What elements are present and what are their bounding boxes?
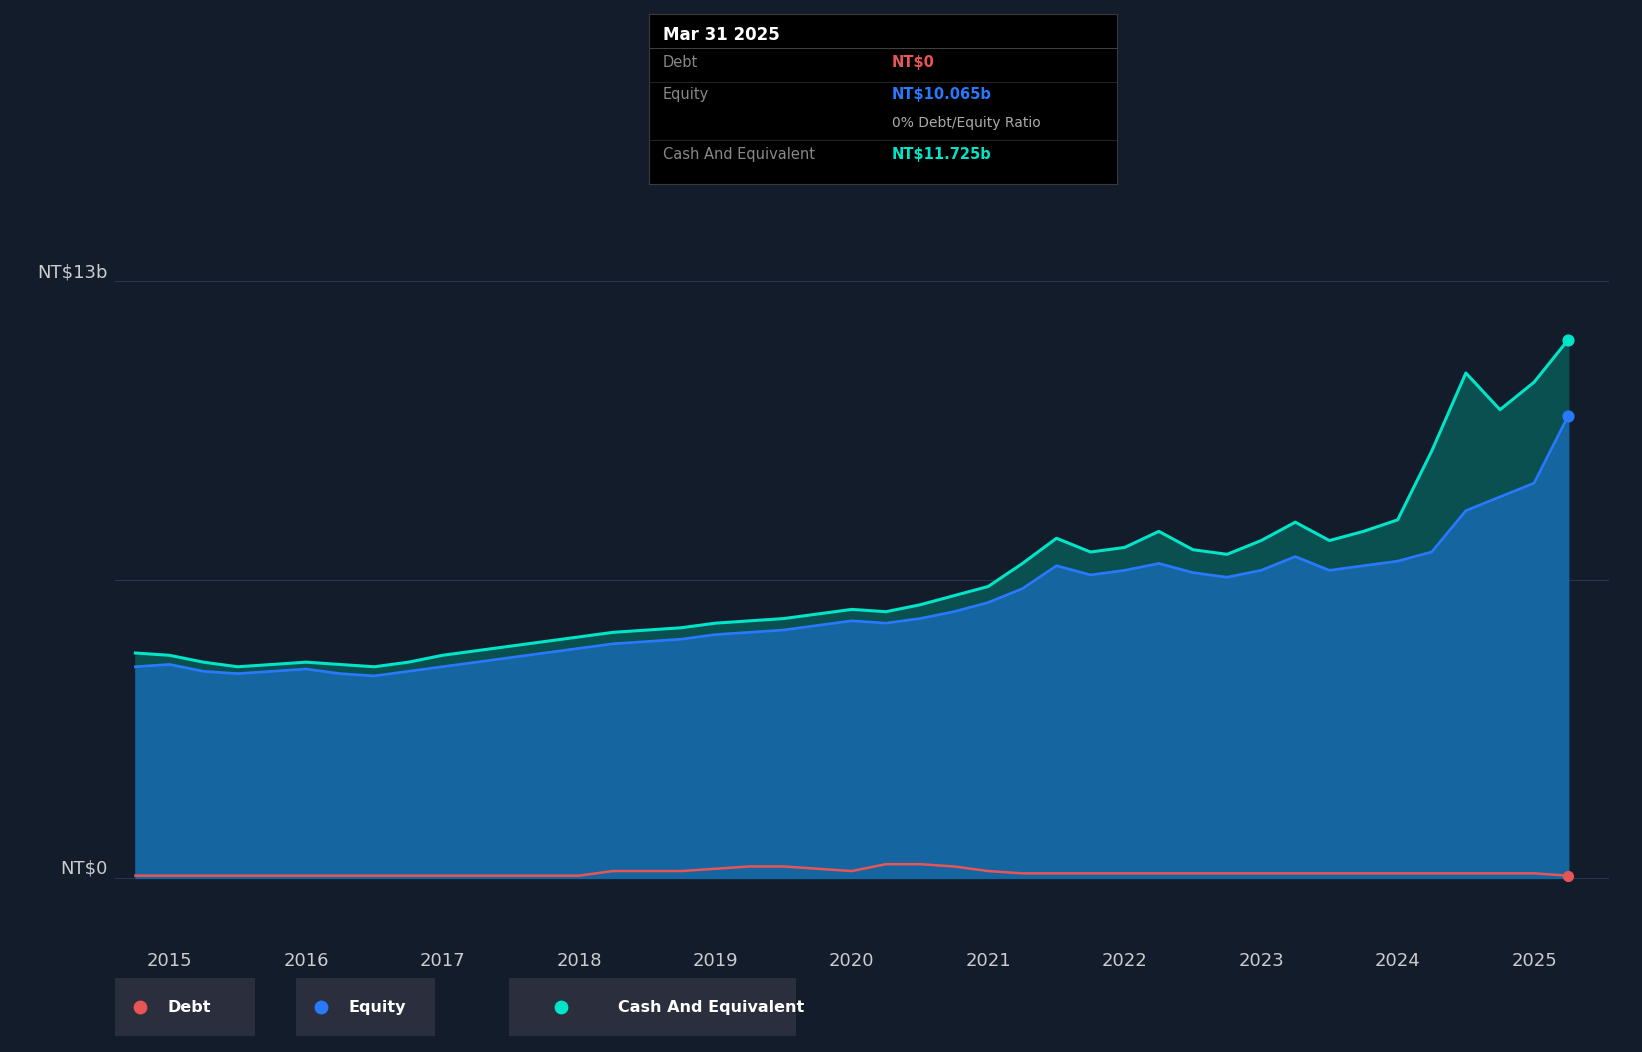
Text: 0% Debt/Equity Ratio: 0% Debt/Equity Ratio — [892, 116, 1041, 130]
Text: NT$0: NT$0 — [61, 859, 107, 878]
Text: Cash And Equivalent: Cash And Equivalent — [617, 999, 805, 1015]
Text: Equity: Equity — [663, 87, 709, 102]
Text: Cash And Equivalent: Cash And Equivalent — [663, 146, 814, 162]
Text: Equity: Equity — [348, 999, 406, 1015]
Text: NT$0: NT$0 — [892, 55, 934, 69]
Point — [1555, 331, 1581, 348]
Text: Debt: Debt — [663, 55, 698, 69]
Text: NT$13b: NT$13b — [38, 263, 107, 281]
Point — [307, 999, 333, 1016]
Text: NT$11.725b: NT$11.725b — [892, 146, 992, 162]
Text: Mar 31 2025: Mar 31 2025 — [663, 25, 780, 43]
Point — [126, 999, 153, 1016]
Text: NT$10.065b: NT$10.065b — [892, 87, 992, 102]
Text: Debt: Debt — [167, 999, 212, 1015]
Point — [548, 999, 575, 1016]
Point — [1555, 407, 1581, 424]
Point — [1555, 867, 1581, 884]
